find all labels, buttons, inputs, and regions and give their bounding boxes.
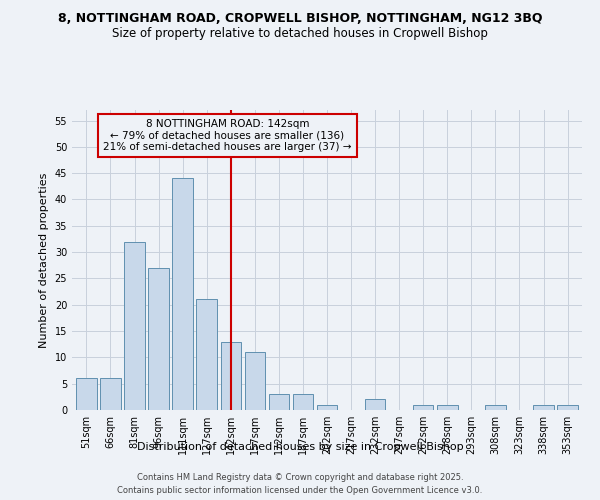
Bar <box>437 404 458 410</box>
Bar <box>557 404 578 410</box>
Bar <box>221 342 241 410</box>
Y-axis label: Number of detached properties: Number of detached properties <box>39 172 49 348</box>
Bar <box>269 394 289 410</box>
Bar <box>172 178 193 410</box>
Bar <box>317 404 337 410</box>
Bar <box>413 404 433 410</box>
Text: Contains HM Land Registry data © Crown copyright and database right 2025.
Contai: Contains HM Land Registry data © Crown c… <box>118 474 482 495</box>
Bar <box>245 352 265 410</box>
Bar <box>533 404 554 410</box>
Text: Distribution of detached houses by size in Cropwell Bishop: Distribution of detached houses by size … <box>137 442 463 452</box>
Bar <box>196 300 217 410</box>
Bar <box>76 378 97 410</box>
Bar <box>365 400 385 410</box>
Text: Size of property relative to detached houses in Cropwell Bishop: Size of property relative to detached ho… <box>112 28 488 40</box>
Text: 8, NOTTINGHAM ROAD, CROPWELL BISHOP, NOTTINGHAM, NG12 3BQ: 8, NOTTINGHAM ROAD, CROPWELL BISHOP, NOT… <box>58 12 542 26</box>
Text: 8 NOTTINGHAM ROAD: 142sqm
← 79% of detached houses are smaller (136)
21% of semi: 8 NOTTINGHAM ROAD: 142sqm ← 79% of detac… <box>103 119 352 152</box>
Bar <box>100 378 121 410</box>
Bar <box>293 394 313 410</box>
Bar <box>124 242 145 410</box>
Bar <box>485 404 506 410</box>
Bar <box>148 268 169 410</box>
